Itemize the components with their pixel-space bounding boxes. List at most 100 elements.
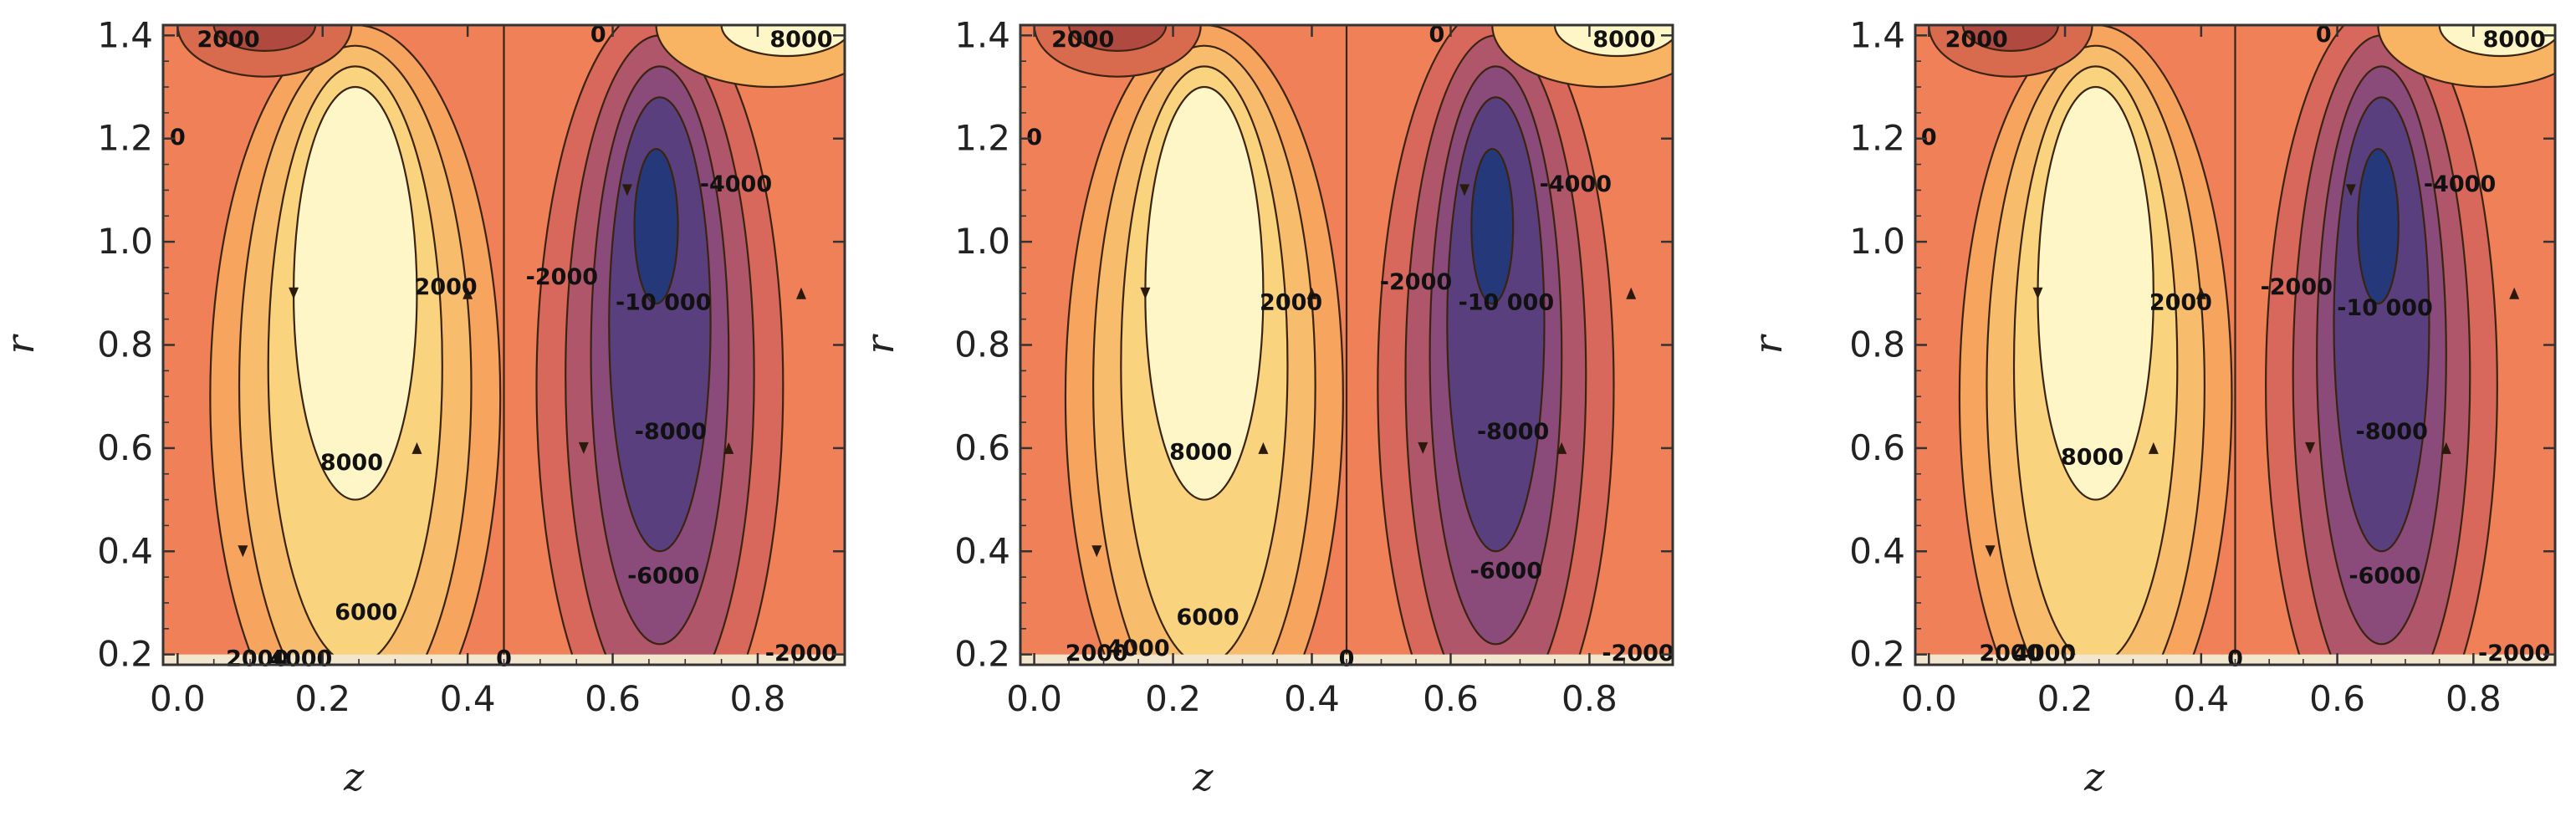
cold-contour-5 (633, 147, 679, 305)
contour-label: -2000 (1380, 269, 1452, 295)
contour-label: 8000 (769, 27, 832, 53)
contour-label: -6000 (1470, 558, 1542, 584)
streamline-arrow (238, 545, 248, 558)
contour-label: 2000 (226, 646, 289, 671)
x-tick-label: 0.6 (585, 678, 641, 719)
top-left-vortex-core (1068, 25, 1168, 52)
warm-contour-4 (1144, 85, 1265, 501)
y-tick-label: 1.0 (97, 221, 153, 262)
contour-label: 6000 (335, 600, 397, 625)
streamline-arrow (1985, 545, 1996, 558)
streamline-arrow (289, 287, 299, 299)
contour-label: 0 (496, 646, 512, 671)
contour-label: 0 (1026, 125, 1042, 151)
y-tick-label: 1.4 (97, 14, 153, 55)
top-left-vortex-core (1961, 25, 2059, 52)
y-tick-label: 1.2 (97, 118, 153, 159)
x-tick-label: 0.6 (2309, 678, 2365, 719)
warm-contour-4 (2037, 85, 2154, 501)
x-tick-label: 0.4 (2173, 678, 2229, 719)
top-left-vortex-core (212, 25, 317, 52)
x-tick-label: 0.8 (1561, 678, 1618, 719)
streamline-arrow (2032, 287, 2043, 299)
streamline-arrow (1418, 442, 1429, 454)
contour-label: 4000 (1107, 636, 1169, 661)
streamline-arrow (411, 442, 422, 454)
contour-field (1915, 25, 2555, 665)
contour-label: 2000 (1051, 27, 1114, 53)
streamline-arrow (1091, 545, 1102, 558)
x-axis-label: z (343, 754, 365, 799)
streamline-arrow (1140, 287, 1151, 299)
contour-label: 8000 (2061, 445, 2124, 471)
streamline-arrow (2195, 287, 2206, 299)
contour-label: -6000 (627, 564, 699, 590)
contour-label: -8000 (635, 419, 707, 445)
top-right-vortex-core (2438, 25, 2555, 58)
x-tick-label: 0.0 (1901, 678, 1957, 719)
streamline-arrow (1258, 442, 1269, 454)
top-right-vortex-core (720, 25, 845, 58)
y-tick-label: 0.8 (97, 324, 153, 365)
contour-label: 2000 (1066, 641, 1128, 666)
contour-label: -8000 (2356, 419, 2428, 445)
contour-label: 0 (590, 22, 606, 48)
streamline-arrow (2509, 287, 2520, 299)
y-tick-label: 0.6 (97, 427, 153, 468)
y-tick-label: 1.4 (1849, 14, 1905, 55)
contour-label: -4000 (2424, 171, 2496, 197)
x-tick-label: 0.2 (294, 678, 350, 719)
contour-label: -8000 (1477, 419, 1549, 445)
y-tick-label: 0.2 (954, 634, 1010, 675)
contour-label: -6000 (2349, 564, 2420, 590)
streamline-arrow (621, 184, 632, 197)
y-axis-label: r (0, 334, 43, 355)
streamline-arrow (2441, 442, 2451, 454)
streamline-arrow (1556, 442, 1567, 454)
contour-label: -2000 (526, 264, 598, 290)
contour-label: -10 000 (616, 290, 712, 316)
streamline-arrow (795, 287, 806, 299)
contour-label: 2000 (197, 27, 259, 53)
x-tick-label: 0.0 (1006, 678, 1062, 719)
contour-label: 0 (1429, 22, 1444, 48)
x-tick-label: 0.2 (1145, 678, 1201, 719)
contour-label: 0 (170, 125, 186, 151)
contour-label: 8000 (1169, 440, 1232, 466)
x-tick-label: 0.4 (1284, 678, 1340, 719)
streamline-arrow (463, 287, 473, 299)
top-right-vortex-core (1553, 25, 1673, 58)
contour-label: -2000 (2261, 274, 2333, 300)
contour-label: 8000 (2483, 27, 2546, 53)
contour-label: 8000 (320, 450, 383, 476)
y-tick-label: 0.4 (97, 530, 153, 571)
streamline-arrow (1306, 287, 1317, 299)
contour-label: -2000 (765, 641, 837, 666)
y-tick-label: 1.2 (954, 118, 1010, 159)
contour-label: 0 (2316, 22, 2332, 48)
contour-label: 0 (1339, 646, 1355, 671)
contour-field (1020, 25, 1673, 665)
contour-label: -4000 (700, 171, 772, 197)
streamline-arrow (1459, 184, 1470, 197)
y-tick-label: 0.2 (1849, 634, 1905, 675)
streamline-arrow (578, 442, 589, 454)
contour-label: 6000 (1176, 605, 1239, 631)
x-tick-label: 0.6 (1423, 678, 1479, 719)
y-tick-label: 0.4 (1849, 530, 1905, 571)
y-tick-label: 1.2 (1849, 118, 1905, 159)
y-tick-label: 0.6 (954, 427, 1010, 468)
y-tick-label: 0.4 (954, 530, 1010, 571)
x-tick-label: 0.8 (730, 678, 786, 719)
warm-contour-4 (292, 85, 418, 501)
y-tick-label: 0.2 (97, 634, 153, 675)
contour-field (163, 25, 845, 665)
streamline-arrow (1626, 287, 1637, 299)
contour-label: -10 000 (2337, 295, 2433, 321)
y-tick-label: 0.8 (1849, 324, 1905, 365)
streamline-arrow (2148, 442, 2159, 454)
